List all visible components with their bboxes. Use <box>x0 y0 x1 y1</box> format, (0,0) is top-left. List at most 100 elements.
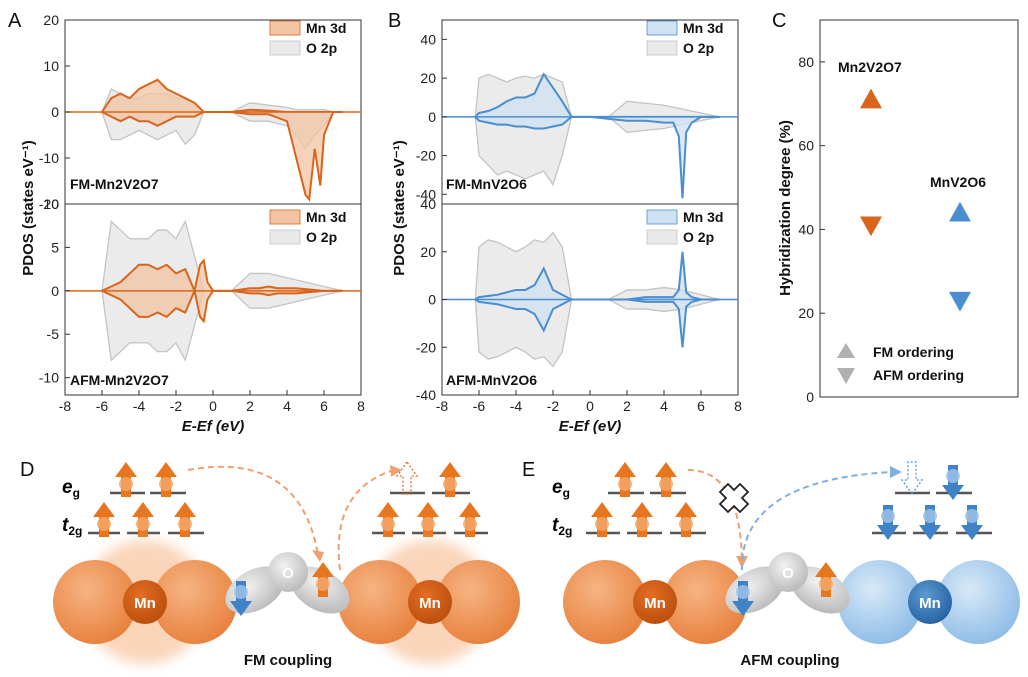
o-atom-label: O <box>282 565 294 582</box>
x-tick-label: 6 <box>320 398 328 414</box>
panel-b-top-y-ticks: -40 -20 0 20 40 <box>416 31 447 202</box>
marker-triangle-up-0 <box>860 88 882 109</box>
x-tick-label: -6 <box>473 398 486 414</box>
legend-swatch-o2p <box>269 229 301 245</box>
mn-atom-label: Mn <box>644 595 666 612</box>
y-tick-label: -20 <box>39 196 59 212</box>
panel-a-bottom-plot <box>65 219 361 363</box>
y-tick-label: 0 <box>806 389 814 405</box>
right-lobe <box>338 560 422 644</box>
x-tick-label: 0 <box>586 398 594 414</box>
x-tick-label: 0 <box>209 398 217 414</box>
mn-atom-right <box>408 580 452 624</box>
x-tick-label: 8 <box>734 398 742 414</box>
hop-arrowhead-icon <box>390 465 402 477</box>
x-tick-label: -8 <box>59 398 72 414</box>
x-tick-label: -4 <box>133 398 146 414</box>
vacant-spin-icon <box>395 460 419 495</box>
x-tick-label: -8 <box>436 398 449 414</box>
x-tick-label: 6 <box>697 398 705 414</box>
legend-marker-fm <box>837 343 855 358</box>
panel-e-label: E <box>522 459 535 481</box>
legend-swatch-mn3d <box>269 20 301 36</box>
x-tick-label: 8 <box>357 398 365 414</box>
panel-b-x-label: E-Ef (eV) <box>559 418 622 435</box>
mn-atom-left <box>633 580 677 624</box>
panel-e-caption: AFM coupling <box>740 652 839 669</box>
left-mn-spins <box>93 462 196 537</box>
hop-arrowhead-icon <box>736 556 748 568</box>
y-tick-label: 20 <box>420 70 436 86</box>
panel-b-top-annotation: FM-MnV2O6 <box>446 176 527 192</box>
panel-a-top-legend: Mn 3d O 2p <box>269 20 346 56</box>
y-tick-label: 5 <box>51 239 59 255</box>
panel-a-label: A <box>8 10 22 32</box>
y-tick-label: 0 <box>428 109 436 125</box>
panel-b-bottom-plot <box>442 231 738 368</box>
y-tick-label: 20 <box>420 244 436 260</box>
y-tick-label: 10 <box>43 196 59 212</box>
blocked-cross-icon <box>718 482 750 514</box>
right-lobe <box>936 560 1020 644</box>
o-atom-label: O <box>782 565 794 582</box>
x-tick-label: 4 <box>660 398 668 414</box>
eg-label: eg <box>62 477 80 500</box>
mn3d-down-area <box>475 299 720 348</box>
panel-b-x-ticks: -8 -6 -4 -2 0 2 4 6 8 <box>436 390 742 414</box>
panel-e: E eg t2g Mn Mn <box>522 459 1020 669</box>
legend-label-mn3d: Mn 3d <box>683 209 723 225</box>
o-atom <box>768 552 808 592</box>
legend-label-mn3d: Mn 3d <box>306 209 346 225</box>
x-tick-label: -2 <box>170 398 183 414</box>
legend-label-fm: FM ordering <box>873 344 954 360</box>
o2p-up-line <box>474 73 720 118</box>
left-mn-spins <box>591 462 697 537</box>
mn-atom-left <box>123 580 167 624</box>
y-tick-label: 40 <box>798 221 814 237</box>
mn3d-up-area <box>102 79 343 112</box>
legend-swatch-mn3d <box>269 209 301 225</box>
y-tick-label: 40 <box>420 196 436 212</box>
left-lobe <box>153 560 237 644</box>
category-label-mn2v2o7: Mn2V2O7 <box>838 59 902 75</box>
y-tick-label: 10 <box>43 58 59 74</box>
mn3d-up-area <box>475 251 720 300</box>
legend-label-mn3d: Mn 3d <box>306 20 346 36</box>
panel-c-legend: FM ordering AFM ordering <box>837 343 964 384</box>
x-tick-label: 2 <box>246 398 254 414</box>
y-tick-label: 20 <box>798 305 814 321</box>
panel-a-x-ticks: -8 -6 -4 -2 0 2 4 6 8 <box>59 390 365 414</box>
vacant-spin-icon <box>900 461 924 496</box>
y-tick-label: -10 <box>39 370 59 386</box>
legend-swatch-o2p <box>646 40 678 56</box>
o-atom <box>268 552 308 592</box>
x-tick-label: -4 <box>510 398 523 414</box>
panel-d: D eg t2g Mn <box>20 459 520 669</box>
y-tick-label: 20 <box>43 12 59 28</box>
panel-a-bottom-legend: Mn 3d O 2p <box>269 209 346 245</box>
legend-label-o2p: O 2p <box>306 229 337 245</box>
mn-atom-right <box>908 580 952 624</box>
panel-c-y-label: Hybridization degree (%) <box>777 120 794 296</box>
marker-triangle-down-0 <box>860 216 882 237</box>
x-tick-label: 4 <box>283 398 291 414</box>
mn-atom-label: Mn <box>134 595 156 612</box>
x-tick-label: 2 <box>623 398 631 414</box>
o2p-up-line <box>474 231 720 301</box>
panel-c-markers <box>860 88 971 312</box>
legend-label-afm: AFM ordering <box>873 367 964 383</box>
panel-c: C 0 20 40 60 80 Hybridization degree (%) Mn2… <box>772 10 1019 405</box>
left-lobe <box>663 560 747 644</box>
y-tick-label: -40 <box>416 387 436 403</box>
right-lobe <box>838 560 922 644</box>
category-label-mnv2o6: MnV2O6 <box>930 174 986 190</box>
y-tick-label: -5 <box>47 326 60 342</box>
panel-a-bottom-annotation: AFM-Mn2V2O7 <box>70 372 169 388</box>
o2p-down-line <box>101 290 343 363</box>
legend-label-mn3d: Mn 3d <box>683 20 723 36</box>
mn-atom-label: Mn <box>419 595 441 612</box>
panel-b-label: B <box>388 10 401 32</box>
panel-c-label: C <box>772 10 786 32</box>
marker-triangle-up-1 <box>949 201 971 222</box>
